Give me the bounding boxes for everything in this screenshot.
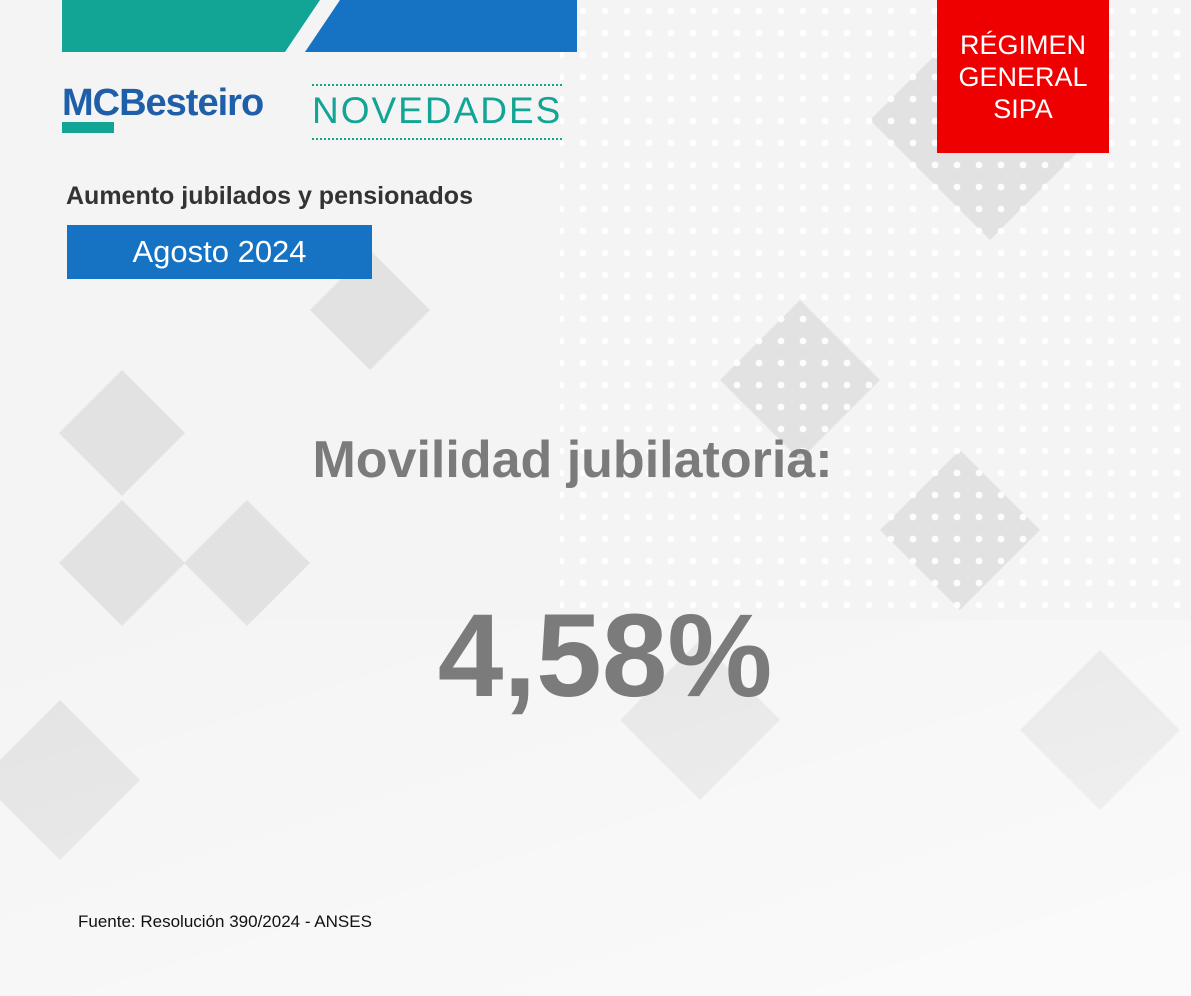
badge-line: GENERAL xyxy=(958,61,1088,92)
source: Fuente: Resolución 390/2024 - ANSES xyxy=(78,912,372,931)
headline: Movilidad jubilatoria: xyxy=(312,431,833,489)
subtitle: Aumento jubilados y pensionados xyxy=(66,182,473,210)
logo: MCBesteiro xyxy=(62,82,264,124)
badge-line: RÉGIMEN xyxy=(959,29,1086,60)
section-title: NOVEDADES xyxy=(312,84,562,140)
badge: RÉGIMEN GENERAL SIPA xyxy=(937,0,1109,153)
badge-line: SIPA xyxy=(993,93,1053,124)
period: Agosto 2024 xyxy=(67,225,372,279)
value: 4,58% xyxy=(437,590,773,722)
logo-bar xyxy=(62,122,114,133)
